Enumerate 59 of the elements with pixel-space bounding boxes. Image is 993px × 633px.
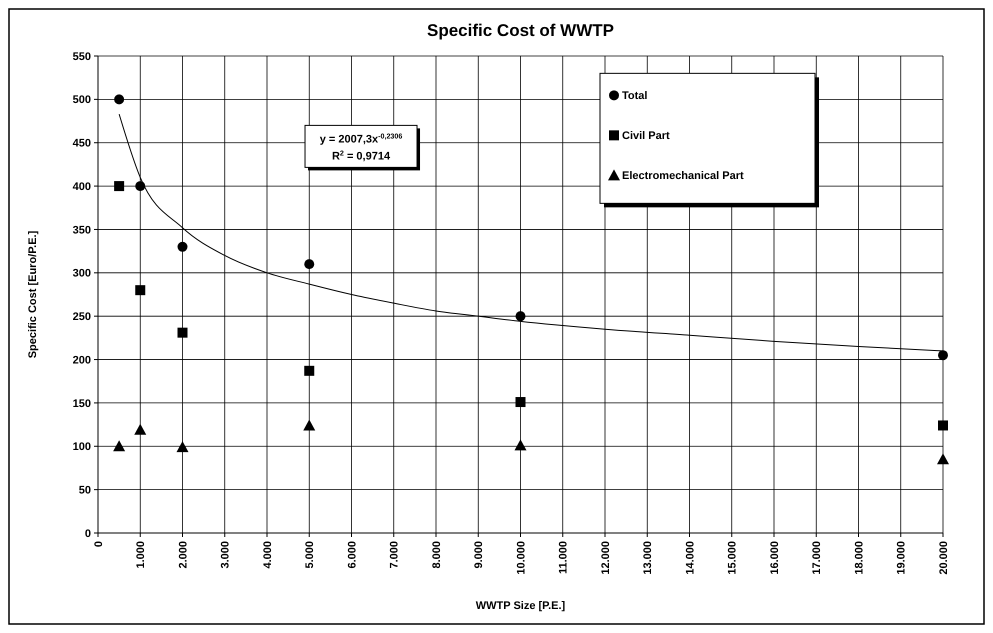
x-tick-label: 11.000 bbox=[558, 541, 570, 574]
x-tick-label: 6.000 bbox=[346, 541, 358, 569]
x-tick-label: 5.000 bbox=[304, 541, 316, 569]
annotation: R$^{2}$ = 0,9714 bbox=[332, 149, 391, 162]
y-tick-label: 300 bbox=[72, 268, 91, 280]
x-tick-label: 15.000 bbox=[726, 541, 739, 575]
point bbox=[304, 259, 314, 270]
point bbox=[514, 439, 526, 450]
x-tick-label: 4.000 bbox=[262, 541, 274, 569]
x-tick-label: 17.000 bbox=[811, 541, 824, 575]
chart-title: Specific Cost of WWTP bbox=[427, 21, 614, 40]
y-tick-label: 550 bbox=[72, 50, 91, 63]
x-tick-label: 3.000 bbox=[220, 541, 232, 569]
point bbox=[938, 420, 948, 430]
x-tick-label: 2.000 bbox=[177, 541, 190, 569]
x-axis-title: WWTP Size [P.E.] bbox=[476, 600, 566, 612]
y-tick-label: 350 bbox=[72, 224, 91, 236]
x-tick-label: 0 bbox=[92, 541, 105, 548]
point bbox=[303, 419, 316, 430]
x-tick-label: 7.000 bbox=[388, 541, 401, 569]
legend-label: Civil Part bbox=[622, 130, 670, 142]
point bbox=[135, 181, 146, 192]
y-tick-label: 150 bbox=[72, 398, 91, 410]
y-tick-label: 400 bbox=[72, 180, 91, 193]
point bbox=[114, 181, 124, 192]
point bbox=[113, 440, 126, 452]
point bbox=[516, 397, 526, 408]
x-tick-label: 19.000 bbox=[896, 541, 908, 575]
point bbox=[176, 441, 188, 452]
x-tick-label: 13.000 bbox=[642, 541, 654, 575]
x-tick-label: 16.000 bbox=[768, 541, 781, 575]
y-tick-label: 200 bbox=[72, 354, 91, 366]
point bbox=[178, 242, 188, 252]
y-tick-label: 50 bbox=[78, 484, 91, 496]
x-tick-label: 9.000 bbox=[473, 541, 486, 569]
x-tick-label: 14.000 bbox=[684, 541, 696, 575]
x-tick-label: 20.000 bbox=[938, 541, 950, 575]
annotation: y = 2007,3x$^{-0,2306}$ bbox=[320, 132, 402, 146]
x-tick-label: 18.000 bbox=[853, 541, 866, 575]
x-tick-label: 12.000 bbox=[600, 541, 612, 575]
y-tick-label: 250 bbox=[72, 311, 91, 324]
x-tick-label: 8.000 bbox=[430, 541, 443, 569]
y-tick-label: 100 bbox=[72, 441, 91, 454]
point bbox=[938, 350, 948, 360]
point bbox=[178, 328, 188, 338]
point bbox=[304, 366, 314, 376]
point bbox=[135, 285, 146, 296]
point bbox=[516, 311, 526, 322]
legend-label: Total bbox=[622, 90, 648, 102]
point bbox=[937, 453, 949, 464]
x-tick-label: 1.000 bbox=[135, 541, 148, 569]
y-tick-label: 500 bbox=[72, 94, 91, 106]
y-tick-label: 0 bbox=[84, 528, 91, 540]
point bbox=[114, 94, 124, 104]
x-tick-label: 10.000 bbox=[515, 541, 528, 575]
point bbox=[134, 424, 146, 435]
y-tick-label: 450 bbox=[72, 138, 91, 150]
legend-label: Electromechanical Part bbox=[622, 170, 744, 182]
y-axis-title: Specific Cost [Euro/P.E.] bbox=[27, 230, 39, 358]
